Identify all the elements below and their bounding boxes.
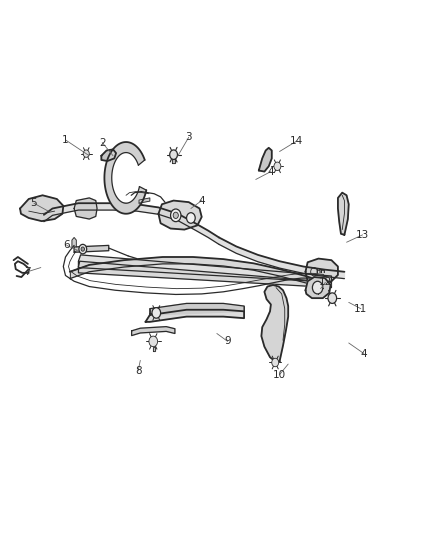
Text: 14: 14 [290,136,304,146]
Polygon shape [101,149,116,161]
Polygon shape [104,142,146,214]
Circle shape [170,209,181,222]
Polygon shape [74,198,97,219]
Text: 4: 4 [360,349,367,359]
Polygon shape [219,238,344,279]
Polygon shape [72,238,76,247]
Polygon shape [74,245,109,252]
Polygon shape [259,148,272,172]
Circle shape [187,213,195,223]
Polygon shape [70,257,325,289]
Polygon shape [150,303,244,315]
Circle shape [83,150,89,157]
Polygon shape [78,255,332,282]
Circle shape [81,247,85,251]
Circle shape [152,308,161,318]
Polygon shape [261,285,288,361]
Text: 11: 11 [354,304,367,314]
Circle shape [312,281,323,294]
Polygon shape [44,203,219,244]
Text: 5: 5 [31,198,37,208]
Circle shape [149,336,158,346]
Polygon shape [305,259,338,284]
Text: 7: 7 [24,267,31,277]
Text: 6: 6 [64,240,70,251]
Polygon shape [338,192,349,235]
Text: 4: 4 [268,166,274,176]
Text: 13: 13 [356,230,369,240]
Text: 4: 4 [198,196,205,206]
Circle shape [79,244,87,254]
Polygon shape [153,346,155,351]
Text: 9: 9 [224,336,231,346]
Polygon shape [139,198,150,203]
Polygon shape [132,327,175,336]
Text: 8: 8 [135,366,141,376]
Polygon shape [172,159,175,163]
Text: 2: 2 [99,138,106,148]
Circle shape [328,293,337,303]
Text: 12: 12 [319,277,332,287]
Text: HH: HH [315,269,326,274]
Polygon shape [20,195,64,221]
Text: 10: 10 [273,369,286,379]
Text: 3: 3 [185,132,192,142]
Polygon shape [145,310,244,322]
Circle shape [173,212,178,219]
Text: 1: 1 [62,135,69,145]
Circle shape [274,162,281,171]
Circle shape [272,358,279,367]
Polygon shape [78,261,332,288]
Circle shape [170,150,177,159]
Polygon shape [305,277,331,298]
Polygon shape [159,200,202,230]
